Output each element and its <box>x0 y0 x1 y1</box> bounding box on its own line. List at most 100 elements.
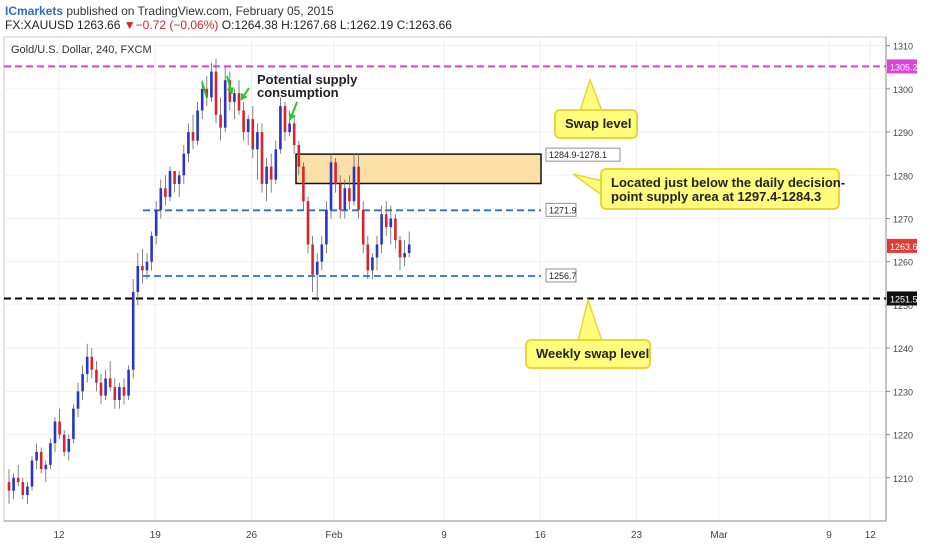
candle-up <box>145 261 149 271</box>
candle-down <box>297 145 301 167</box>
candle-up <box>53 421 57 444</box>
y-tick-label: 1210 <box>893 474 913 484</box>
candle-up <box>343 188 347 210</box>
candle-down <box>251 119 255 150</box>
candle-down <box>394 218 397 241</box>
candle-up <box>118 387 121 400</box>
last-price-text: 1263.66 <box>77 18 121 32</box>
y-tick-label: 1310 <box>893 42 913 52</box>
close-value: C:1263.66 <box>396 18 452 32</box>
candle-up <box>159 188 163 210</box>
candle-down <box>283 106 287 133</box>
candle-up <box>265 166 268 184</box>
candle-up <box>329 162 333 210</box>
candle-down <box>173 170 176 184</box>
candle-up <box>72 408 75 439</box>
candle-up <box>182 153 186 176</box>
candle-down <box>292 123 296 146</box>
candle-up <box>150 235 153 262</box>
weekly-swap-callout-text: Weekly swap level <box>536 346 649 361</box>
y-tick-label: 1220 <box>893 431 913 441</box>
symbol[interactable]: FX:XAUUSD <box>5 18 74 32</box>
candle-up <box>210 71 213 98</box>
price-change: −0.72 (−0.06%) <box>135 18 219 32</box>
candle-up <box>168 170 172 197</box>
green-arrowhead-icon <box>241 92 248 100</box>
x-tick-label: 9 <box>826 530 832 541</box>
y-tick-label: 1300 <box>893 85 913 95</box>
down-arrow-icon: ▼ <box>123 18 136 32</box>
candle-up <box>127 369 130 396</box>
candle-up <box>30 460 34 487</box>
annotation-line-2: consumption <box>257 85 339 100</box>
candle-up <box>325 209 328 245</box>
candle-up <box>274 149 278 180</box>
publisher-name[interactable]: ICmarkets <box>5 4 64 18</box>
candle-up <box>371 257 374 271</box>
open-value: O:1264.38 <box>221 18 278 32</box>
x-tick-label: Mar <box>710 530 728 541</box>
candle-down <box>242 110 245 133</box>
candle-up <box>196 110 199 141</box>
candle-down <box>191 132 195 141</box>
candle-down <box>16 477 20 483</box>
candle-up <box>85 356 89 375</box>
candle-up <box>200 88 204 111</box>
candle-up <box>256 132 259 150</box>
candle-down <box>260 132 264 184</box>
candle-down <box>122 387 126 396</box>
candle-down <box>398 240 402 258</box>
candle-up <box>35 451 38 461</box>
candle-down <box>99 382 103 396</box>
y-tick-label: 1270 <box>893 215 913 225</box>
candle-up <box>315 261 319 275</box>
candle-down <box>90 356 94 370</box>
candle-up <box>403 253 406 258</box>
supply-area-callout-text: point supply area at 1297.4-1284.3 <box>611 189 821 204</box>
candle-down <box>366 244 370 271</box>
candle-down <box>39 451 43 470</box>
candle-up <box>246 119 250 133</box>
level-1256-line-label: 1256.7 <box>549 271 577 281</box>
candle-down <box>311 244 314 275</box>
level-1256-line-label-box <box>545 268 577 283</box>
swap-level-callout-box <box>554 109 638 139</box>
supply-zone-label-box <box>545 147 621 162</box>
candle-up <box>49 443 52 465</box>
y-tick-label: 1230 <box>893 387 913 397</box>
last-price-label: 1263.66 <box>890 242 923 252</box>
candle-up <box>407 244 411 254</box>
chart-title: Gold/U.S. Dollar, 240, FXCM <box>11 44 152 56</box>
weekly-swap-callout-box <box>525 339 651 369</box>
x-tick-label: 16 <box>535 530 547 541</box>
candle-down <box>205 88 209 98</box>
candle-up <box>26 486 29 496</box>
swap-level-callout-text: Swap level <box>565 116 631 131</box>
candle-down <box>306 201 310 245</box>
supply-area-callout-text: Located just below the daily decision- <box>611 175 845 190</box>
x-tick-label: 12 <box>865 530 877 541</box>
low-value: L:1262.19 <box>339 18 394 32</box>
published-text: published on TradingView.com, February 0… <box>66 4 334 18</box>
x-tick-label: 12 <box>53 530 65 541</box>
candle-down <box>384 214 388 228</box>
candle-down <box>164 188 167 197</box>
x-tick-label: 19 <box>150 530 162 541</box>
candle-up <box>233 93 236 102</box>
candle-up <box>223 80 227 128</box>
candle-down <box>237 93 241 111</box>
candle-up <box>187 132 190 154</box>
candle-down <box>334 162 337 184</box>
candle-up <box>67 438 71 452</box>
candle-down <box>7 482 11 491</box>
publisher-line: ICmarkets published on TradingView.com, … <box>5 4 334 18</box>
candle-up <box>279 106 282 150</box>
level-1271-line-label-box <box>545 202 577 217</box>
candle-up <box>131 291 135 370</box>
y-tick-label: 1280 <box>893 171 913 181</box>
weekly-swap-line-axis-label: 1251.50 <box>890 294 923 304</box>
green-arrow-icon <box>201 81 208 99</box>
level-1271-line-label: 1271.9 <box>549 205 577 215</box>
x-tick-label: Feb <box>325 530 343 541</box>
